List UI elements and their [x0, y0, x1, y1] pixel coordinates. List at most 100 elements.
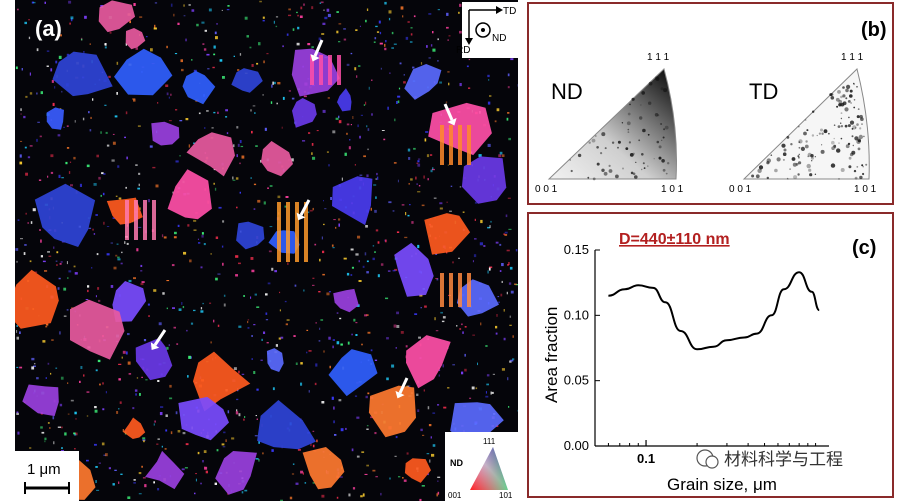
pole-density-dot — [774, 168, 778, 173]
pole-density-dot — [856, 86, 858, 88]
fine-grain-speck — [284, 205, 287, 208]
fine-grain-speck — [102, 408, 105, 411]
fine-grain-speck — [217, 273, 221, 275]
pole-density-dot — [848, 156, 852, 160]
pole-figure-td-title: TD — [749, 79, 778, 104]
fine-grain-speck — [110, 285, 114, 288]
fine-grain-speck — [258, 42, 261, 46]
fine-grain-speck — [118, 481, 120, 484]
fine-grain-speck — [318, 37, 322, 41]
pole-density-dot — [569, 159, 571, 161]
fine-grain-speck — [424, 305, 427, 308]
pole-density-dot — [847, 100, 851, 103]
fine-grain-speck — [461, 323, 463, 326]
pole-density-dot — [856, 115, 860, 119]
fine-grain-speck — [233, 144, 235, 148]
fine-grain-speck — [138, 472, 142, 475]
fine-grain-speck — [449, 210, 452, 212]
fine-grain-speck — [236, 409, 238, 412]
fine-grain-speck — [188, 4, 191, 6]
pole-density-dot — [849, 94, 853, 98]
fine-grain-speck — [427, 473, 429, 476]
fine-grain-speck — [117, 165, 120, 168]
fine-grain-speck — [125, 186, 127, 189]
pole-density-dot — [857, 139, 861, 143]
pole-density-dot — [766, 176, 769, 180]
coarse-grain — [114, 48, 173, 96]
fine-grain-speck — [101, 442, 105, 446]
pole-density-dot — [840, 137, 843, 140]
fine-grain-speck — [235, 255, 239, 258]
fine-grain-speck — [392, 269, 396, 272]
pole-density-dot — [857, 147, 861, 151]
fine-grain-speck — [102, 382, 104, 385]
fine-grain-speck — [316, 440, 318, 443]
pole-density-dot — [793, 175, 798, 180]
twin-band — [286, 202, 290, 262]
fine-grain-speck — [93, 233, 96, 235]
pole-density-dot — [830, 96, 835, 100]
fine-grain-speck — [308, 132, 311, 134]
fine-grain-speck — [241, 155, 245, 159]
fine-grain-speck — [380, 263, 384, 266]
fine-grain-speck — [157, 102, 159, 104]
fine-grain-speck — [295, 482, 299, 485]
fine-grain-speck — [15, 248, 19, 251]
fine-grain-speck — [97, 359, 101, 363]
pole-density-dot — [828, 132, 830, 135]
fine-grain-speck — [97, 287, 100, 290]
fine-grain-speck — [389, 477, 391, 480]
fine-grain-speck — [238, 370, 240, 374]
twin-band — [152, 200, 156, 240]
fine-grain-speck — [326, 151, 329, 153]
fine-grain-speck — [442, 316, 446, 319]
fine-grain-speck — [343, 28, 346, 30]
pole-density-dot — [600, 152, 603, 155]
fine-grain-speck — [421, 204, 425, 207]
pole-density-dot — [847, 124, 851, 128]
fine-grain-speck — [339, 476, 343, 478]
coarse-grain — [34, 183, 96, 247]
fine-grain-speck — [48, 255, 52, 257]
fine-grain-speck — [181, 468, 185, 471]
fine-grain-speck — [217, 324, 220, 327]
pole-density-dot — [658, 145, 662, 149]
fine-grain-speck — [388, 17, 391, 21]
fine-grain-speck — [308, 390, 310, 393]
fine-grain-speck — [489, 266, 493, 269]
fine-grain-speck — [400, 6, 404, 10]
fine-grain-speck — [303, 289, 305, 292]
fine-grain-speck — [255, 458, 259, 460]
pole-density-dot — [831, 140, 835, 145]
pole-density-dot — [842, 101, 847, 106]
fine-grain-speck — [247, 319, 250, 321]
fine-grain-speck — [504, 234, 508, 236]
coarse-grain — [332, 176, 373, 226]
fine-grain-speck — [311, 6, 314, 10]
fine-grain-speck — [58, 277, 61, 280]
fine-grain-speck — [396, 311, 399, 315]
fine-grain-speck — [344, 152, 347, 156]
fine-grain-speck — [336, 341, 340, 345]
fine-grain-speck — [350, 124, 352, 126]
grain-size-chart: (c) D=440±110 nm 0.00 0.05 0.10 0.15 0.1 Are… — [542, 231, 876, 494]
fine-grain-speck — [336, 496, 339, 499]
fine-grain-speck — [464, 326, 467, 328]
fine-grain-speck — [154, 24, 156, 28]
fine-grain-speck — [237, 143, 240, 147]
fine-grain-speck — [485, 391, 487, 394]
fine-grain-speck — [185, 443, 189, 446]
fine-grain-speck — [271, 449, 274, 452]
pole-density-dot — [667, 162, 670, 165]
fine-grain-speck — [50, 154, 54, 158]
fine-grain-speck — [142, 439, 146, 441]
fine-grain-speck — [147, 199, 150, 203]
fine-grain-speck — [370, 349, 373, 352]
fine-grain-speck — [83, 51, 85, 53]
fine-grain-speck — [402, 15, 404, 18]
fine-grain-speck — [446, 201, 448, 203]
fine-grain-speck — [323, 223, 325, 226]
fine-grain-speck — [507, 86, 510, 89]
fine-grain-speck — [39, 229, 41, 231]
fine-grain-speck — [480, 219, 483, 224]
